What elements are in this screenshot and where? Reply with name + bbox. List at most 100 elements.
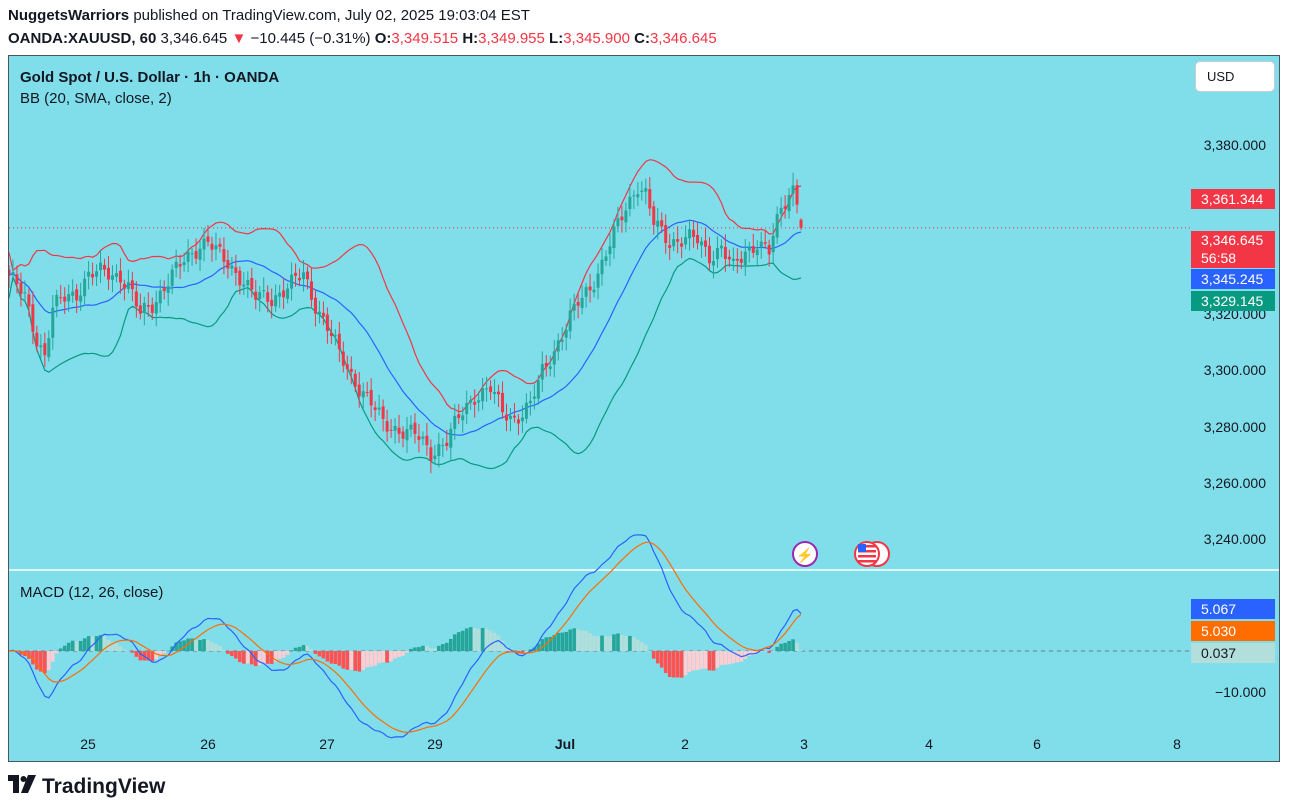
candle-body [544,362,548,367]
macd-legend[interactable]: MACD (12, 26, close) [20,584,164,601]
macd-histogram-bar [536,643,541,651]
candle-body [759,241,763,248]
candle-body [465,403,469,415]
candle-body [437,444,441,457]
macd-histogram-bar [226,651,230,654]
candle-body [158,290,162,304]
lightning-icon-glyph: ⚡ [796,547,813,564]
candle-body [190,253,194,255]
candle-body [389,429,393,431]
macd-histogram-bar [727,651,732,665]
macd-histogram-bar [234,651,238,659]
macd-histogram-bar [162,651,167,654]
candle-body [266,292,270,302]
macd-histogram-bar [178,641,182,651]
candle-body [182,262,186,266]
candle-body [198,248,202,260]
bb-lower-line [9,257,802,470]
macd-histogram-bar [273,651,278,662]
candle-body [178,264,182,267]
candle-body [604,256,608,262]
bb-legend[interactable]: BB (20, SMA, close, 2) [20,90,172,107]
candle-body [409,424,413,430]
y-tick-label: 3,300.000 [1203,362,1266,378]
candle-body [497,391,501,395]
candle-body [222,249,226,262]
macd-histogram-bar [604,636,608,651]
candle-body [489,386,493,393]
candle-body [664,225,668,243]
macd-histogram-bar [35,651,39,670]
candle-body [588,286,592,291]
us-flag-stripe [858,555,876,558]
macd-histogram-bar [600,635,604,651]
macd-histogram-bar [82,638,87,651]
macd-histogram-bar [47,651,51,671]
candle-body [309,281,313,300]
candle-body [110,275,114,280]
macd-histogram-bar [560,632,565,651]
macd-histogram-bar [150,651,155,662]
macd-histogram-bar [385,651,389,663]
macd-histogram-bar [246,651,250,664]
macd-histogram-bar [548,636,553,651]
candle-body [59,297,63,299]
candle-body [524,402,528,419]
macd-histogram-bar [528,649,533,651]
macd-histogram-bar [409,648,413,651]
x-axis-label: 2 [681,736,689,752]
x-axis-label: 4 [925,736,933,752]
macd-histogram-bar [70,640,75,651]
candle-body [397,427,401,434]
candle-body [99,262,103,271]
macd-histogram-bar [62,645,67,651]
currency-button[interactable]: USD [1195,61,1275,92]
macd-histogram-bar [456,632,461,651]
chart-canvas[interactable]: ⚡ [9,56,1280,762]
histogram-tag: 0.037 [1191,643,1275,663]
candle-body [63,296,67,302]
candle-body [795,185,799,205]
candle-body [83,278,87,297]
macd-histogram-bar [671,651,676,678]
macd-histogram-bar [58,648,63,651]
candle-body [743,251,747,266]
candle-body [35,332,39,347]
candle-body [612,226,616,249]
x-axis-label: 25 [80,736,96,752]
macd-histogram-bar [576,629,580,651]
macd-histogram-bar [321,651,326,659]
macd-histogram-bar [512,651,517,652]
chart-area[interactable]: ⚡ Gold Spot / U.S. Dollar · 1h · OANDA B… [8,55,1280,762]
macd-histogram-bar [54,651,59,654]
macd-histogram-bar [130,651,135,653]
macd-histogram-bar [711,651,716,671]
macd-histogram-bar [695,651,700,671]
candle-body [230,265,234,269]
candle-body [321,312,325,317]
footer-brand[interactable]: TradingView [8,775,165,799]
macd-histogram-bar [464,628,469,651]
macd-histogram-bar [305,645,310,651]
macd-histogram-bar [329,651,334,664]
y-tick-label: 3,380.000 [1203,137,1266,153]
macd-histogram-bar [480,628,485,651]
macd-histogram-bar [787,640,791,651]
candle-body [75,289,79,301]
candle-body [477,400,481,403]
macd-histogram-bar [393,651,397,659]
macd-histogram-bar [281,651,286,658]
macd-histogram-bar [429,648,433,651]
candle-body [608,246,612,255]
macd-histogram-bar [369,651,373,667]
macd-histogram-bar [703,651,708,669]
macd-histogram-bar [94,636,99,651]
candle-body [624,210,628,223]
author-name[interactable]: NuggetsWarriors [8,7,130,24]
macd-histogram-bar [433,648,437,651]
macd-histogram-bar [341,651,346,669]
macd-histogram-bar [640,642,644,651]
candle-body [731,258,735,261]
candle-body [87,271,91,277]
high-label: H: [462,30,479,47]
